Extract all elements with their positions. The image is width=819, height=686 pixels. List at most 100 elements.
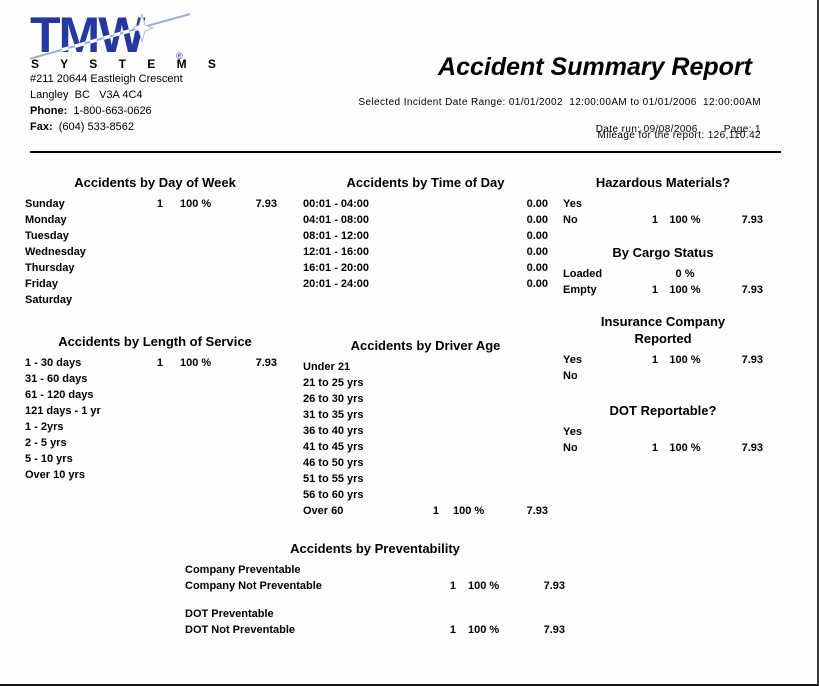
row-value: 7.93	[741, 354, 763, 366]
section-length-of-service: Accidents by Length of Service 1 - 30 da…	[25, 333, 285, 483]
row-label: Thursday	[25, 262, 75, 274]
row-value: 7.93	[741, 284, 763, 296]
stat-row: Company Preventable	[185, 562, 565, 578]
stat-row: Over 10 yrs	[25, 467, 285, 483]
row-value: 0.00	[526, 278, 548, 290]
header-divider	[30, 151, 781, 153]
stat-row: No 1 100 % 7.93	[563, 440, 763, 456]
row-count: 1	[651, 214, 658, 226]
report-mileage: Mileage for the report: 126,110.42	[597, 130, 761, 141]
row-label: 21 to 25 yrs	[303, 377, 364, 389]
stat-row: Empty 1 100 % 7.93	[563, 282, 763, 298]
section-rows: Loaded 0 % Empty 1 100 % 7.93	[563, 266, 763, 298]
row-count: 1	[432, 505, 439, 517]
row-label: Company Preventable	[185, 564, 301, 576]
stat-row: 1 - 2yrs	[25, 419, 285, 435]
row-label: Under 21	[303, 361, 351, 373]
row-percent: 100 %	[468, 580, 500, 592]
section-rows: 00:01 - 04:00 0.00 04:01 - 08:00 0.00 08:01 …	[303, 196, 548, 292]
phone-value: 1-800-663-0626	[67, 105, 152, 117]
stat-row: 51 to 55 yrs	[303, 471, 548, 487]
row-label: 5 - 10 yrs	[25, 453, 73, 465]
stat-row: 21 to 25 yrs	[303, 375, 548, 391]
row-percent: 0 %	[675, 268, 695, 280]
row-value: 0.00	[526, 198, 548, 210]
row-percent: 100 %	[669, 284, 701, 296]
row-value: 0.00	[526, 214, 548, 226]
row-label: Over 60	[303, 505, 344, 517]
stat-row: Monday	[25, 212, 285, 228]
section-insurance-reported: Insurance Company Reported Yes 1 100 % 7.93…	[563, 313, 763, 384]
row-label: 41 to 45 yrs	[303, 441, 364, 453]
stat-row: 41 to 45 yrs	[303, 439, 548, 455]
stat-row: 31 to 35 yrs	[303, 407, 548, 423]
registered-mark: ®	[176, 51, 183, 61]
incident-date-range: Selected Incident Date Range: 01/01/2002…	[358, 97, 761, 108]
row-label: 31 to 35 yrs	[303, 409, 364, 421]
company-phone: Phone: 1-800-663-0626	[30, 103, 152, 119]
row-label: Yes	[563, 354, 582, 366]
stat-row: 61 - 120 days	[25, 387, 285, 403]
row-percent: 100 %	[180, 357, 212, 369]
row-label: 31 - 60 days	[25, 373, 88, 385]
section-title: Hazardous Materials?	[595, 175, 731, 190]
row-percent: 100 %	[180, 198, 212, 210]
page-number: Page: 1	[723, 124, 761, 135]
section-title: DOT Reportable?	[609, 403, 717, 418]
stat-row: No 1 100 % 7.93	[563, 212, 763, 228]
stat-row: 04:01 - 08:00 0.00	[303, 212, 548, 228]
row-value: 0.00	[526, 230, 548, 242]
stat-row: 2 - 5 yrs	[25, 435, 285, 451]
section-rows: 1 - 30 days 1 100 % 7.93 31 - 60 days 61 - 12…	[25, 355, 285, 483]
section-rows: Yes 1 100 % 7.93 No	[563, 352, 763, 384]
row-label: 1 - 2yrs	[25, 421, 64, 433]
stat-row: Yes	[563, 424, 763, 440]
row-percent: 100 %	[669, 442, 701, 454]
row-label: Monday	[25, 214, 67, 226]
row-label: Yes	[563, 426, 582, 438]
stat-row: 00:01 - 04:00 0.00	[303, 196, 548, 212]
section-rows: Under 21 21 to 25 yrs 26 to 30 yrs 31 to 35…	[303, 359, 548, 519]
row-label: 04:01 - 08:00	[303, 214, 370, 226]
row-label: Wednesday	[25, 246, 86, 258]
stat-row: 46 to 50 yrs	[303, 455, 548, 471]
stat-row: DOT Preventable	[185, 606, 565, 622]
row-label: 16:01 - 20:00	[303, 262, 370, 274]
row-label: Saturday	[25, 294, 73, 306]
tmw-logo: TMW TMW ®	[21, 6, 198, 67]
row-label: 1 - 30 days	[25, 357, 82, 369]
row-label: 61 - 120 days	[25, 389, 94, 401]
section-title: Accidents by Day of Week	[74, 175, 236, 190]
company-fax: Fax: (604) 533-8562	[30, 119, 134, 135]
section-cargo-status: By Cargo Status Loaded 0 % Empty 1 100 % 7.93	[563, 244, 763, 298]
row-label: 12:01 - 16:00	[303, 246, 370, 258]
report-title: Accident Summary Report	[438, 53, 752, 81]
row-value: 7.93	[741, 442, 763, 454]
stat-row: 5 - 10 yrs	[25, 451, 285, 467]
section-rows-dot: DOT Preventable DOT Not Preventable 1 100 %…	[185, 606, 565, 638]
row-value: 7.93	[255, 198, 277, 210]
row-percent: 100 %	[669, 354, 701, 366]
stat-row: Saturday	[25, 292, 285, 308]
row-count: 1	[449, 580, 456, 592]
section-driver-age: Accidents by Driver Age Under 21 21 to 25…	[303, 337, 548, 519]
row-count: 1	[651, 354, 658, 366]
row-value: 7.93	[741, 214, 763, 226]
row-label: 121 days - 1 yr	[25, 405, 101, 417]
section-title: By Cargo Status	[612, 245, 714, 260]
row-label: Sunday	[25, 198, 65, 210]
phone-label: Phone:	[30, 105, 68, 117]
section-rows: Yes No 1 100 % 7.93	[563, 424, 763, 456]
tmw-logo-icon: TMW TMW ®	[21, 7, 191, 63]
fax-value: (604) 533-8562	[52, 121, 134, 133]
stat-row: 121 days - 1 yr	[25, 403, 285, 419]
row-value: 7.93	[255, 357, 277, 369]
row-label: 00:01 - 04:00	[303, 198, 370, 210]
section-dot-reportable: DOT Reportable? Yes No 1 100 % 7.93	[563, 402, 763, 456]
row-label: 46 to 50 yrs	[303, 457, 364, 469]
row-label: Loaded	[563, 268, 603, 280]
stat-row: Loaded 0 %	[563, 266, 763, 282]
row-percent: 100 %	[453, 505, 485, 517]
section-title: Accidents by Time of Day	[346, 175, 505, 190]
